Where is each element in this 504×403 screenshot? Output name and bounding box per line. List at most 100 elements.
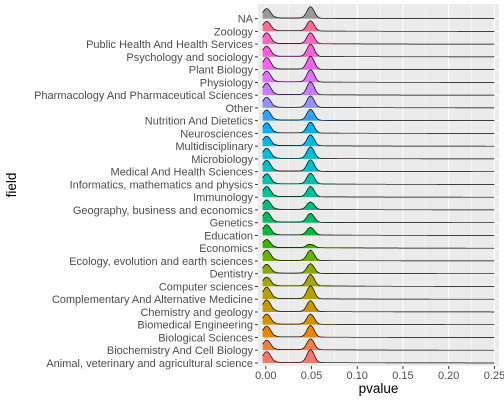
- y-tick-label: Biomedical Engineering: [137, 320, 253, 332]
- ridge-outline: [262, 349, 495, 364]
- ridge-outline: [262, 55, 495, 70]
- ridge-outline: [262, 211, 495, 224]
- y-tick-label: NA: [238, 14, 254, 26]
- ridge-8: [262, 249, 495, 262]
- ridge-fill: [262, 56, 495, 70]
- x-tick-label: 0.05: [301, 370, 322, 382]
- ridge-17: [262, 134, 495, 147]
- ridge-23: [262, 55, 495, 70]
- y-axis-title: field: [4, 173, 19, 198]
- ridge-fill: [262, 325, 495, 338]
- ridge-fill: [262, 159, 495, 172]
- ridge-19: [262, 108, 495, 121]
- ridge-fill: [262, 250, 495, 261]
- ridge-4: [262, 299, 495, 313]
- ridge-fill: [262, 6, 495, 19]
- ridge-outline: [262, 95, 495, 109]
- ridge-outline: [262, 159, 495, 173]
- ridge-fill: [262, 20, 495, 32]
- ridge-fill: [262, 274, 495, 287]
- ridge-outline: [262, 146, 495, 160]
- ridge-outline: [262, 224, 495, 236]
- ridge-20: [262, 95, 495, 109]
- ridge-fill: [262, 173, 495, 185]
- ridge-outline: [262, 263, 495, 275]
- ridge-outline: [262, 172, 495, 185]
- y-tick-label: Physiology: [200, 77, 254, 89]
- ridge-9: [262, 239, 495, 249]
- y-tick-label: Pharmacology And Pharmaceutical Sciences: [34, 90, 253, 102]
- ridge-11: [262, 211, 495, 224]
- x-axis: 0.00 0.05 0.10 0.15 0.20 0.25: [255, 366, 504, 382]
- ridge-fill: [262, 285, 495, 300]
- ridge-outline: [262, 108, 495, 121]
- ridge-outline: [262, 186, 495, 198]
- y-tick-label: Ecology, evolution and earth sciences: [69, 256, 253, 268]
- y-tick-label: Informatics, mathematics and physics: [70, 179, 254, 191]
- y-tick-label: Education: [204, 230, 253, 242]
- y-tick-label: Complementary And Alternative Medicine: [52, 294, 253, 306]
- ridge-13: [262, 186, 495, 198]
- x-tick-label: 0.15: [392, 370, 413, 382]
- ridge-fill: [262, 122, 495, 134]
- y-tick-label: Immunology: [193, 192, 253, 204]
- y-tick-label: Dentistry: [210, 269, 254, 281]
- x-tick-label: 0.25: [484, 370, 504, 382]
- ridge-2: [262, 325, 495, 338]
- ridge-outline: [262, 338, 495, 351]
- ridge-1: [262, 338, 495, 351]
- x-tick-label: 0.00: [255, 370, 276, 382]
- ridge-outline: [262, 81, 495, 96]
- ridge-7: [262, 263, 495, 275]
- ridge-fill: [262, 186, 495, 198]
- ridge-outline: [262, 32, 495, 45]
- ridge-outline: [262, 43, 495, 58]
- y-tick-label: Zoology: [214, 26, 254, 38]
- y-tick-label: Chemistry and geology: [140, 307, 253, 319]
- ridge-0: [262, 349, 495, 364]
- ridge-14: [262, 172, 495, 185]
- ridge-fill: [262, 32, 495, 45]
- ridge-27: [262, 6, 495, 19]
- ridge-outline: [262, 249, 495, 262]
- y-tick-label: Psychology and sociology: [126, 52, 253, 64]
- ridge-fill: [262, 134, 495, 147]
- ridge-12: [262, 199, 495, 211]
- ridge-outline: [262, 313, 495, 326]
- ridge-fill: [262, 314, 495, 325]
- ridge-fill: [262, 95, 495, 108]
- ridges: [262, 6, 495, 364]
- ridge-16: [262, 146, 495, 160]
- ridge-18: [262, 121, 495, 134]
- y-tick-label: Public Health And Health Services: [86, 39, 253, 51]
- y-tick-label: Biological Sciences: [158, 332, 253, 344]
- ridge-6: [262, 274, 495, 287]
- y-tick-label: Genetics: [210, 218, 254, 230]
- x-tick-label: 0.20: [438, 370, 459, 382]
- ridge-15: [262, 159, 495, 173]
- ridge-fill: [262, 44, 495, 57]
- ridge-fill: [262, 349, 495, 363]
- y-tick-label: Nutrition And Dietetics: [145, 116, 254, 128]
- ridge-fill: [262, 300, 495, 312]
- ridge-outline: [262, 69, 495, 83]
- y-tick-label: Other: [225, 103, 253, 115]
- y-tick-label: Animal, veterinary and agricultural scie…: [46, 358, 253, 370]
- ridge-fill: [262, 109, 495, 121]
- ridge-fill: [262, 199, 495, 210]
- ridge-fill: [262, 263, 495, 274]
- ridge-3: [262, 313, 495, 326]
- ridge-fill: [262, 338, 495, 351]
- y-tick-label: Plant Biology: [189, 65, 254, 77]
- ridge-outline: [262, 285, 495, 300]
- ridge-outline: [262, 325, 495, 338]
- ridge-5: [262, 285, 495, 300]
- y-tick-label: Computer sciences: [159, 281, 254, 293]
- y-tick-label: Neurosciences: [180, 128, 253, 140]
- x-tick-label: 0.10: [347, 370, 368, 382]
- y-tick-label: Economics: [199, 243, 253, 255]
- y-tick-label: Geography, business and economics: [73, 205, 254, 217]
- ridge-outline: [262, 6, 495, 19]
- ridge-fill: [262, 81, 495, 96]
